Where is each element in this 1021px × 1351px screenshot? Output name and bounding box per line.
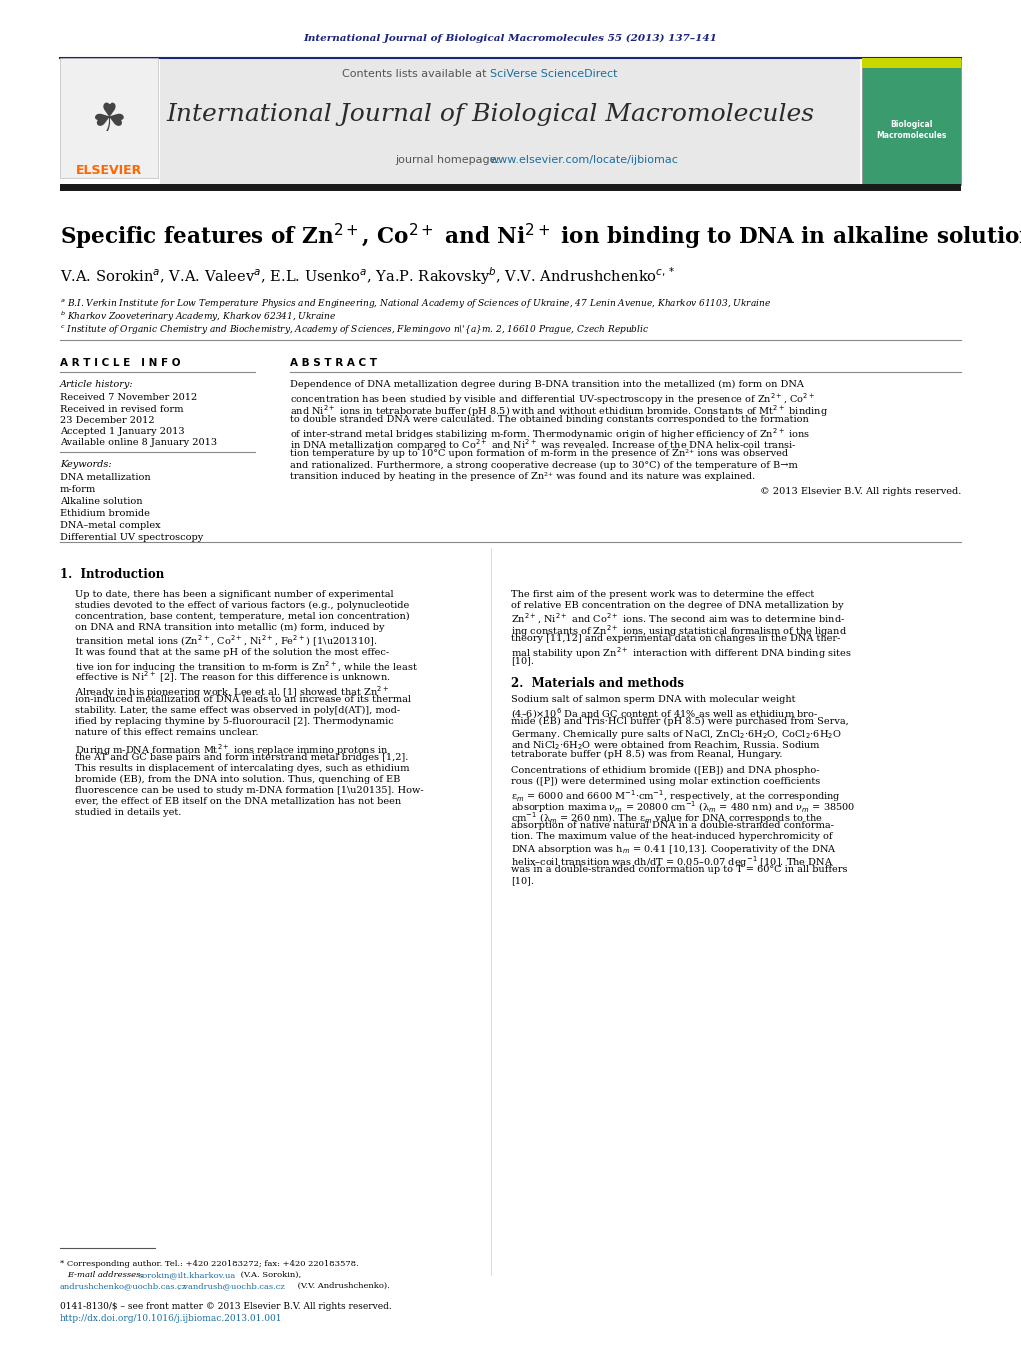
Text: and Ni$^{2+}$ ions in tetraborate buffer (pH 8.5) with and without ethidium brom: and Ni$^{2+}$ ions in tetraborate buffer…: [290, 403, 828, 419]
Text: theory [11,12] and experimental data on changes in the DNA ther-: theory [11,12] and experimental data on …: [510, 634, 840, 643]
Text: [10].: [10].: [510, 657, 534, 665]
Text: transition induced by heating in the presence of Zn²⁺ was found and its nature w: transition induced by heating in the pre…: [290, 471, 756, 481]
Text: absorption maxima ν$_m$ = 20800 cm$^{-1}$ (λ$_m$ = 480 nm) and ν$_m$ = 38500: absorption maxima ν$_m$ = 20800 cm$^{-1}…: [510, 798, 856, 815]
Text: Keywords:: Keywords:: [60, 459, 111, 469]
Text: (4–6)×10$^{6}$ Da and GC content of 41% as well as ethidium bro-: (4–6)×10$^{6}$ Da and GC content of 41% …: [510, 707, 818, 720]
Text: This results in displacement of intercalating dyes, such as ethidium: This results in displacement of intercal…: [75, 765, 409, 773]
Text: studied in details yet.: studied in details yet.: [75, 808, 182, 817]
Text: (V.A. Sorokin),: (V.A. Sorokin),: [238, 1271, 301, 1279]
Text: Accepted 1 January 2013: Accepted 1 January 2013: [60, 427, 185, 436]
Text: fluorescence can be used to study m-DNA formation [1\u20135]. How-: fluorescence can be used to study m-DNA …: [75, 786, 424, 794]
Text: 23 December 2012: 23 December 2012: [60, 416, 154, 426]
Text: A R T I C L E   I N F O: A R T I C L E I N F O: [60, 358, 181, 367]
Text: sorokin@ilt.kharkov.ua: sorokin@ilt.kharkov.ua: [138, 1271, 235, 1279]
Text: 2.  Materials and methods: 2. Materials and methods: [510, 677, 684, 690]
Text: During m-DNA formation Mt$^{2+}$ ions replace immino protons in: During m-DNA formation Mt$^{2+}$ ions re…: [75, 742, 389, 758]
Text: $^{c}$ Institute of Organic Chemistry and Biochemistry, Academy of Sciences, Fle: $^{c}$ Institute of Organic Chemistry an…: [60, 323, 649, 336]
Text: m-form: m-form: [60, 485, 96, 494]
Text: (V.V. Andrushchenko).: (V.V. Andrushchenko).: [295, 1282, 390, 1290]
Text: ified by replacing thymine by 5-fluorouracil [2]. Thermodynamic: ified by replacing thymine by 5-fluorour…: [75, 717, 394, 725]
Text: mal stability upon Zn$^{2+}$ interaction with different DNA binding sites: mal stability upon Zn$^{2+}$ interaction…: [510, 644, 852, 661]
Text: ion-induced metallization of DNA leads to an increase of its thermal: ion-induced metallization of DNA leads t…: [75, 694, 411, 704]
Text: stability. Later, the same effect was observed in poly[d(AT)], mod-: stability. Later, the same effect was ob…: [75, 707, 400, 715]
Text: SciVerse ScienceDirect: SciVerse ScienceDirect: [490, 69, 618, 78]
Text: cm$^{-1}$ (λ$_m$ = 260 nm). The ε$_m$ value for DNA corresponds to the: cm$^{-1}$ (λ$_m$ = 260 nm). The ε$_m$ va…: [510, 811, 823, 825]
Text: ☘: ☘: [92, 101, 127, 139]
Text: Germany. Chemically pure salts of NaCl, ZnCl$_2$·6H$_2$O, CoCl$_2$·6H$_2$O: Germany. Chemically pure salts of NaCl, …: [510, 728, 841, 740]
Text: The first aim of the present work was to determine the effect: The first aim of the present work was to…: [510, 590, 815, 598]
Text: V.A. Sorokin$^{a}$, V.A. Valeev$^{a}$, E.L. Usenko$^{a}$, Ya.P. Rakovsky$^{b}$, : V.A. Sorokin$^{a}$, V.A. Valeev$^{a}$, E…: [60, 265, 676, 286]
Text: journal homepage:: journal homepage:: [395, 155, 503, 165]
Text: Received in revised form: Received in revised form: [60, 405, 184, 413]
Text: Contents lists available at: Contents lists available at: [342, 69, 490, 78]
Text: Received 7 November 2012: Received 7 November 2012: [60, 393, 197, 403]
Text: tion. The maximum value of the heat-induced hyperchromicity of: tion. The maximum value of the heat-indu…: [510, 832, 832, 842]
Text: and rationalized. Furthermore, a strong cooperative decrease (up to 30°C) of the: and rationalized. Furthermore, a strong …: [290, 461, 797, 470]
Text: Biological
Macromolecules: Biological Macromolecules: [876, 120, 946, 139]
Text: mide (EB) and Tris·HCl buffer (pH 8.5) were purchased from Serva,: mide (EB) and Tris·HCl buffer (pH 8.5) w…: [510, 717, 848, 725]
Text: International Journal of Biological Macromolecules: International Journal of Biological Macr…: [166, 104, 814, 127]
Text: © 2013 Elsevier B.V. All rights reserved.: © 2013 Elsevier B.V. All rights reserved…: [760, 488, 961, 497]
Text: the AT and GC base pairs and form interstrand metal bridges [1,2].: the AT and GC base pairs and form inters…: [75, 753, 408, 762]
Text: concentration has been studied by visible and differential UV-spectroscopy in th: concentration has been studied by visibl…: [290, 392, 816, 407]
Text: nature of this effect remains unclear.: nature of this effect remains unclear.: [75, 728, 258, 738]
Text: Concentrations of ethidium bromide ([EB]) and DNA phospho-: Concentrations of ethidium bromide ([EB]…: [510, 766, 820, 775]
Text: Already in his pioneering work, Lee et al. [1] showed that Zn$^{2+}$: Already in his pioneering work, Lee et a…: [75, 684, 389, 700]
Text: 0141-8130/$ – see front matter © 2013 Elsevier B.V. All rights reserved.: 0141-8130/$ – see front matter © 2013 El…: [60, 1302, 392, 1310]
Bar: [160, 58, 860, 185]
Text: was in a double-stranded conformation up to T = 60°C in all buffers: was in a double-stranded conformation up…: [510, 865, 847, 874]
Text: [10].: [10].: [510, 875, 534, 885]
Bar: [60, 184, 961, 190]
Text: of relative EB concentration on the degree of DNA metallization by: of relative EB concentration on the degr…: [510, 601, 843, 611]
Text: * Corresponding author. Tel.: +420 220183272; fax: +420 220183578.: * Corresponding author. Tel.: +420 22018…: [60, 1260, 358, 1269]
Text: ever, the effect of EB itself on the DNA metallization has not been: ever, the effect of EB itself on the DNA…: [75, 797, 401, 807]
Text: concentration, base content, temperature, metal ion concentration): concentration, base content, temperature…: [75, 612, 409, 621]
Bar: [862, 58, 961, 185]
Text: Alkaline solution: Alkaline solution: [60, 497, 143, 507]
Text: ing constants of Zn$^{2+}$ ions, using statistical formalism of the ligand: ing constants of Zn$^{2+}$ ions, using s…: [510, 623, 847, 639]
Text: helix–coil transition was dh/dT = 0.05–0.07 deg$^{-1}$ [10]. The DNA: helix–coil transition was dh/dT = 0.05–0…: [510, 854, 833, 870]
Text: Differential UV spectroscopy: Differential UV spectroscopy: [60, 534, 203, 542]
Text: International Journal of Biological Macromolecules 55 (2013) 137–141: International Journal of Biological Macr…: [303, 34, 717, 43]
Text: and NiCl$_2$·6H$_2$O were obtained from Reachim, Russia. Sodium: and NiCl$_2$·6H$_2$O were obtained from …: [510, 739, 821, 751]
Text: absorption of native natural DNA in a double-stranded conforma-: absorption of native natural DNA in a do…: [510, 821, 834, 830]
Bar: [862, 58, 961, 68]
Text: A B S T R A C T: A B S T R A C T: [290, 358, 377, 367]
Text: andrushchenko@uochb.cas.cz: andrushchenko@uochb.cas.cz: [60, 1282, 187, 1290]
Text: ε$_m$ = 6000 and 6600 M$^{-1}$·cm$^{-1}$, respectively, at the corresponding: ε$_m$ = 6000 and 6600 M$^{-1}$·cm$^{-1}$…: [510, 788, 841, 804]
Text: on DNA and RNA transition into metallic (m) form, induced by: on DNA and RNA transition into metallic …: [75, 623, 385, 632]
Text: of inter-strand metal bridges stabilizing m-form. Thermodynamic origin of higher: of inter-strand metal bridges stabilizin…: [290, 426, 811, 442]
Text: , vandrush@uochb.cas.cz: , vandrush@uochb.cas.cz: [178, 1282, 285, 1290]
Text: $^{a}$ B.I. Verkin Institute for Low Temperature Physics and Engineering, Nation: $^{a}$ B.I. Verkin Institute for Low Tem…: [60, 297, 771, 309]
Text: $^{b}$ Kharkov Zooveterinary Academy, Kharkov 62341, Ukraine: $^{b}$ Kharkov Zooveterinary Academy, Kh…: [60, 309, 336, 324]
Text: ELSEVIER: ELSEVIER: [76, 163, 142, 177]
Text: Up to date, there has been a significant number of experimental: Up to date, there has been a significant…: [75, 590, 394, 598]
Text: DNA–metal complex: DNA–metal complex: [60, 521, 160, 530]
Text: Dependence of DNA metallization degree during B-DNA transition into the metalliz: Dependence of DNA metallization degree d…: [290, 380, 804, 389]
Text: studies devoted to the effect of various factors (e.g., polynucleotide: studies devoted to the effect of various…: [75, 601, 409, 611]
Text: E-mail addresses:: E-mail addresses:: [60, 1271, 146, 1279]
Bar: [60, 58, 158, 178]
Text: tion temperature by up to 10°C upon formation of m-form in the presence of Zn²⁺ : tion temperature by up to 10°C upon form…: [290, 449, 788, 458]
Text: bromide (EB), from the DNA into solution. Thus, quenching of EB: bromide (EB), from the DNA into solution…: [75, 775, 400, 784]
Text: Article history:: Article history:: [60, 380, 134, 389]
Text: Specific features of Zn$^{2+}$, Co$^{2+}$ and Ni$^{2+}$ ion binding to DNA in al: Specific features of Zn$^{2+}$, Co$^{2+}…: [60, 222, 1021, 253]
Text: in DNA metallization compared to Co$^{2+}$ and Ni$^{2+}$ was revealed. Increase : in DNA metallization compared to Co$^{2+…: [290, 438, 796, 454]
Text: tetraborate buffer (pH 8.5) was from Reanal, Hungary.: tetraborate buffer (pH 8.5) was from Rea…: [510, 750, 782, 759]
Text: to double stranded DNA were calculated. The obtained binding constants correspon: to double stranded DNA were calculated. …: [290, 415, 809, 423]
Text: tive ion for inducing the transition to m-form is Zn$^{2+}$, while the least: tive ion for inducing the transition to …: [75, 659, 418, 674]
Text: Ethidium bromide: Ethidium bromide: [60, 509, 150, 517]
Text: transition metal ions (Zn$^{2+}$, Co$^{2+}$, Ni$^{2+}$, Fe$^{2+}$) [1\u201310].: transition metal ions (Zn$^{2+}$, Co$^{2…: [75, 634, 378, 650]
Text: http://dx.doi.org/10.1016/j.ijbiomac.2013.01.001: http://dx.doi.org/10.1016/j.ijbiomac.201…: [60, 1315, 283, 1323]
Text: Zn$^{2+}$, Ni$^{2+}$ and Co$^{2+}$ ions. The second aim was to determine bind-: Zn$^{2+}$, Ni$^{2+}$ and Co$^{2+}$ ions.…: [510, 612, 845, 627]
Text: 1.  Introduction: 1. Introduction: [60, 567, 164, 581]
Text: Available online 8 January 2013: Available online 8 January 2013: [60, 438, 217, 447]
Text: effective is Ni$^{2+}$ [2]. The reason for this difference is unknown.: effective is Ni$^{2+}$ [2]. The reason f…: [75, 670, 391, 685]
Text: Sodium salt of salmon sperm DNA with molecular weight: Sodium salt of salmon sperm DNA with mol…: [510, 694, 795, 704]
Text: DNA absorption was h$_m$ = 0.41 [10,13]. Cooperativity of the DNA: DNA absorption was h$_m$ = 0.41 [10,13].…: [510, 843, 837, 857]
Text: www.elsevier.com/locate/ijbiomac: www.elsevier.com/locate/ijbiomac: [490, 155, 679, 165]
Text: It was found that at the same pH of the solution the most effec-: It was found that at the same pH of the …: [75, 648, 389, 657]
Text: rous ([P]) were determined using molar extinction coefficients: rous ([P]) were determined using molar e…: [510, 777, 820, 786]
Text: DNA metallization: DNA metallization: [60, 473, 151, 482]
